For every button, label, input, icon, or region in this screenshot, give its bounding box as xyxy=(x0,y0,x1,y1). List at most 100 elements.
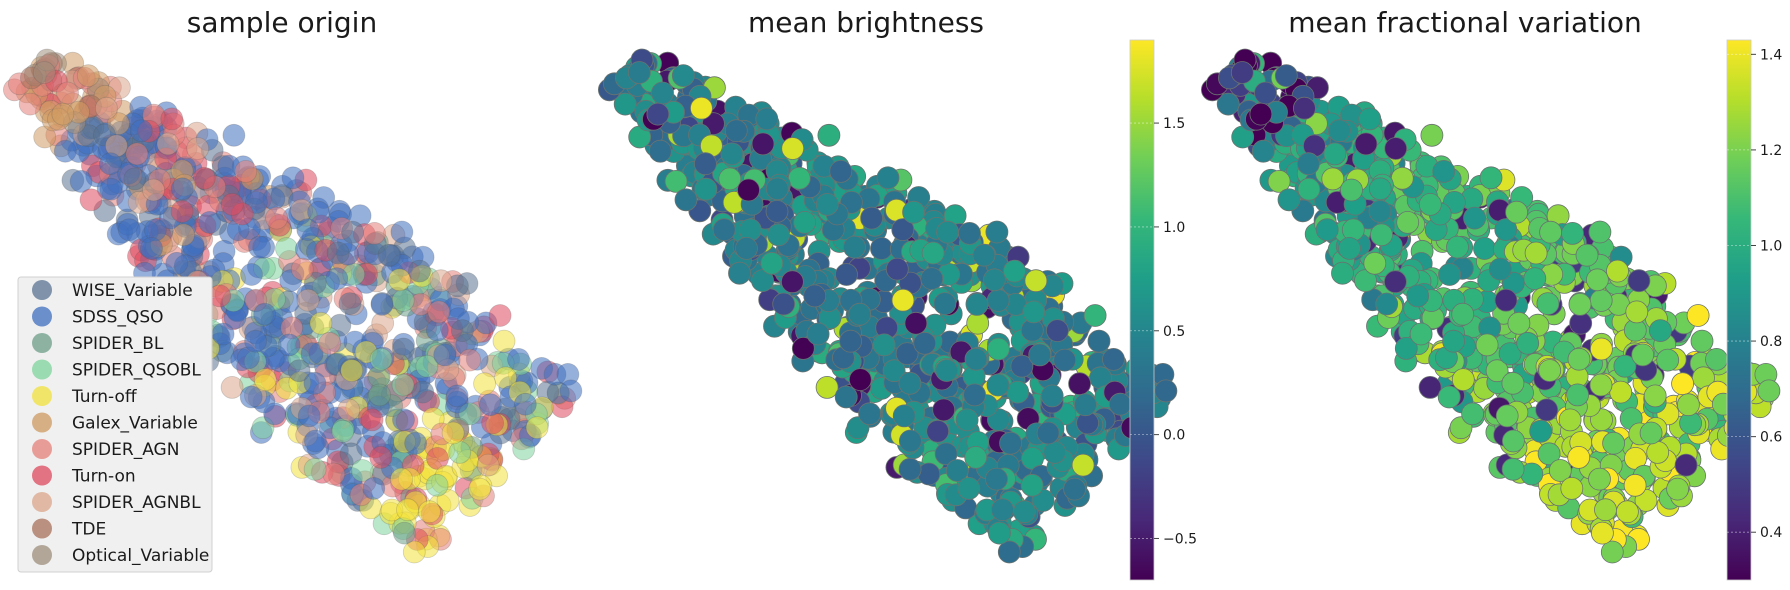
scatter-point xyxy=(885,257,909,281)
scatter-point xyxy=(965,292,989,316)
scatter-point xyxy=(1494,218,1518,242)
legend-label: TDE xyxy=(71,520,106,540)
scatter-point xyxy=(793,210,817,234)
scatter-point xyxy=(56,81,79,105)
scatter-point xyxy=(303,457,327,481)
scatter-point xyxy=(829,159,853,183)
scatter-point xyxy=(441,421,465,445)
scatter-point xyxy=(1315,218,1339,242)
scatter-point xyxy=(1024,269,1048,293)
scatter-point xyxy=(958,221,981,245)
scatter-point xyxy=(129,119,153,143)
scatter-point xyxy=(1358,107,1382,131)
scatter-point xyxy=(1341,218,1365,242)
scatter-point xyxy=(325,267,349,291)
scatter-point xyxy=(362,476,386,500)
scatter-point xyxy=(1267,169,1291,193)
scatter-point xyxy=(694,177,718,201)
scatter-point xyxy=(751,132,775,156)
scatter-point xyxy=(198,210,222,234)
scatter-point xyxy=(156,132,180,156)
scatter-point xyxy=(1613,354,1637,378)
legend-item: Turn-on xyxy=(32,465,136,487)
legend-label: Turn-on xyxy=(71,467,136,487)
scatter-point xyxy=(1384,270,1407,294)
scatter-point xyxy=(1529,419,1553,443)
scatter-point xyxy=(1368,199,1392,223)
scatter-point xyxy=(296,218,320,242)
scatter-point xyxy=(1461,402,1484,426)
legend-marker xyxy=(32,333,52,353)
scatter-point xyxy=(870,237,893,260)
scatter-point xyxy=(1442,329,1465,353)
panel-title-mean-brightness: mean brightness xyxy=(748,6,984,39)
legend-item: SPIDER_BL xyxy=(32,333,164,354)
scatter-point xyxy=(858,402,881,426)
scatter-point xyxy=(411,380,435,404)
scatter-point xyxy=(369,445,393,469)
scatter-point xyxy=(1643,384,1667,408)
scatter-point xyxy=(1354,132,1378,156)
scatter-point xyxy=(436,488,460,512)
scatter-point xyxy=(1591,521,1614,545)
scatter-point xyxy=(671,64,695,87)
scatter-point xyxy=(95,96,118,120)
scatter-point xyxy=(265,206,289,230)
scatter-point xyxy=(1293,96,1316,120)
scatter-point xyxy=(1588,467,1611,491)
scatter-point xyxy=(492,329,516,353)
legend-label: Optical_Variable xyxy=(72,546,209,566)
scatter-point xyxy=(51,102,75,126)
scatter-point xyxy=(999,431,1022,455)
scatter-point xyxy=(1666,477,1689,501)
scatter-point xyxy=(936,220,959,244)
scatter-point xyxy=(253,368,277,392)
scatter-point xyxy=(1437,385,1461,409)
scatter-point xyxy=(1409,322,1433,346)
scatter-point xyxy=(1375,292,1399,316)
legend-marker xyxy=(32,518,52,539)
legend-item: WISE_Variable xyxy=(32,280,193,301)
scatter-point xyxy=(391,373,415,397)
scatter-point xyxy=(1501,371,1525,395)
colorbar-tick-label: −0.5 xyxy=(1163,531,1197,547)
scatter-point xyxy=(340,359,364,382)
legend-item: SDSS_QSO xyxy=(32,306,164,328)
scatter-point xyxy=(674,188,698,212)
scatter-point xyxy=(1639,421,1663,445)
scatter-point xyxy=(986,373,1010,397)
scatter-point xyxy=(339,442,363,466)
scatter-point xyxy=(525,416,549,440)
scatter-point xyxy=(18,92,42,116)
scatter-point xyxy=(368,383,392,407)
scatter-point xyxy=(963,383,986,407)
scatter-point xyxy=(1297,177,1321,201)
scatter-point xyxy=(957,476,981,500)
scatter-point xyxy=(360,408,384,432)
scatter-point xyxy=(172,223,195,247)
scatter-point xyxy=(417,500,441,524)
scatter-point xyxy=(1590,337,1613,361)
scatter-point xyxy=(781,137,805,160)
scatter-point xyxy=(426,446,449,470)
scatter-point xyxy=(737,178,760,202)
scatter-point xyxy=(1036,421,1060,445)
legend-item: SPIDER_QSOBL xyxy=(32,359,201,381)
colorbar-tick-label: 1.5 xyxy=(1163,116,1185,132)
scatter-point xyxy=(781,270,804,294)
scatter-point xyxy=(559,379,583,403)
scatter-point xyxy=(427,300,451,324)
scatter-point xyxy=(281,166,305,190)
scatter-point xyxy=(337,398,361,422)
scatter-point xyxy=(1323,142,1347,166)
scatter-points-mean-brightness xyxy=(598,48,1178,564)
scatter-point xyxy=(69,169,93,193)
scatter-point xyxy=(933,292,957,316)
scatter-point xyxy=(1297,152,1320,176)
scatter-point xyxy=(1616,500,1639,524)
scatter-points-mean-fractional-variation xyxy=(1201,48,1781,564)
scatter-point xyxy=(934,442,958,466)
scatter-point xyxy=(275,237,298,260)
scatter-point xyxy=(1384,137,1408,160)
scatter-point xyxy=(1087,329,1111,353)
